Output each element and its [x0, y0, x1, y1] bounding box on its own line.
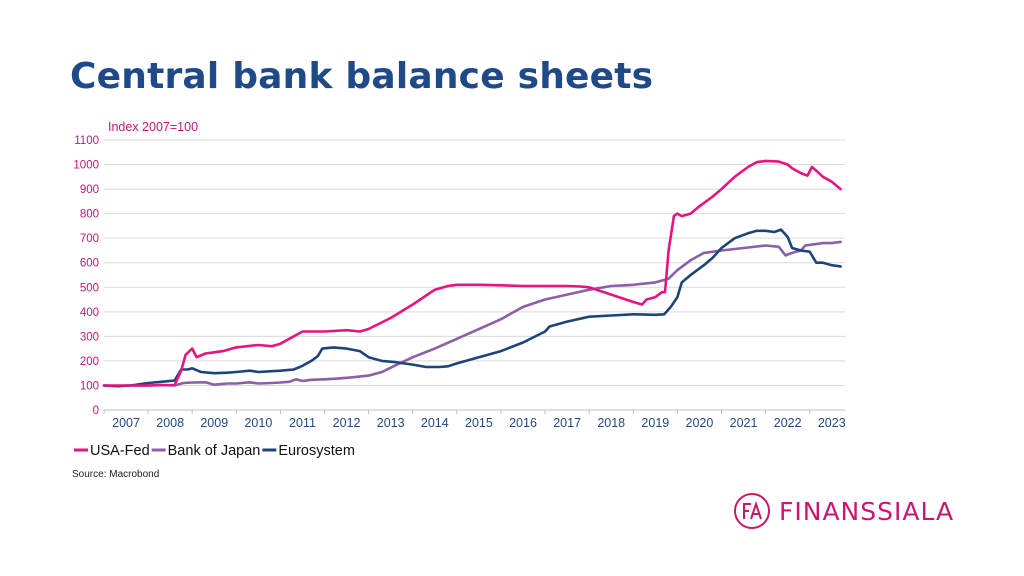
y-tick-label: 500 [80, 282, 99, 294]
x-tick-label: 2022 [774, 416, 802, 430]
y-tick-label: 1000 [73, 160, 99, 172]
x-tick-label: 2012 [333, 416, 361, 430]
legend-label-bank-of-japan: Bank of Japan [168, 443, 261, 459]
x-tick-label: 2013 [377, 416, 405, 430]
finanssiala-logo: FINANSSIALA [733, 492, 954, 530]
series-line-usa-fed [102, 159, 842, 387]
series-line-eurosystem [102, 228, 842, 388]
x-tick-label: 2009 [200, 416, 228, 430]
y-tick-label: 700 [80, 233, 99, 245]
y-tick-label: 100 [80, 380, 99, 392]
x-tick-label: 2016 [509, 416, 537, 430]
y-tick-label: 600 [80, 258, 99, 270]
x-tick-label: 2010 [244, 416, 272, 430]
x-tick-label: 2018 [597, 416, 625, 430]
chart-legend: USA-Fed Bank of Japan Eurosystem [74, 443, 355, 459]
x-tick-label: 2021 [730, 416, 758, 430]
y-tick-label: 200 [80, 356, 99, 368]
x-tick-label: 2011 [289, 416, 316, 430]
y-tick-label: 900 [80, 184, 99, 196]
chart-grid [104, 139, 845, 386]
x-tick-label: 2017 [553, 416, 581, 430]
series-line-bank-of-japan [102, 240, 842, 388]
y-tick-label: 800 [80, 209, 99, 221]
x-tick-label: 2023 [818, 416, 846, 430]
chart-series [102, 159, 842, 388]
x-tick-label: 2015 [465, 416, 493, 430]
legend-label-usa-fed: USA-Fed [90, 443, 150, 459]
chart-axes: 0 100 200 300 400 500 600 700 800 900 1000 1100 Inde… [73, 120, 845, 430]
x-tick-label: 2008 [156, 416, 184, 430]
legend-label-eurosystem: Eurosystem [278, 443, 355, 459]
logo-text: FINANSSIALA [779, 496, 955, 526]
x-tick-label: 2020 [686, 416, 714, 430]
x-tick-label: 2014 [421, 416, 449, 430]
y-tick-label: 300 [80, 331, 99, 343]
y-axis-label: Index 2007=100 [108, 120, 198, 134]
fa-logo-icon [734, 493, 770, 529]
y-tick-label: 400 [80, 307, 99, 319]
x-tick-label: 2019 [641, 416, 669, 430]
y-tick-label: 1100 [74, 135, 99, 147]
page-title: Central bank balance sheets [70, 56, 654, 97]
y-tick-label: 0 [93, 405, 99, 417]
source-note: Source: Macrobond [72, 469, 160, 480]
x-tick-label: 2007 [112, 416, 140, 430]
